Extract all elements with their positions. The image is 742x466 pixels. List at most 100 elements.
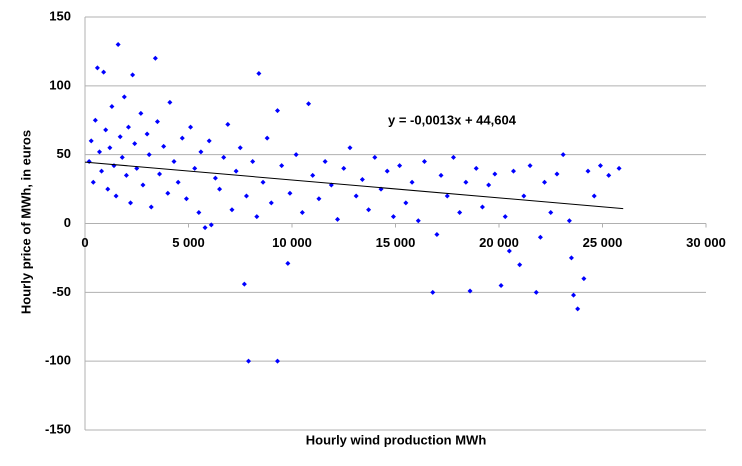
data-point — [438, 172, 444, 178]
data-point — [591, 193, 597, 199]
data-point — [581, 276, 587, 282]
data-point — [192, 165, 198, 171]
data-point — [486, 182, 492, 188]
data-point — [96, 149, 102, 155]
data-point — [287, 190, 293, 196]
data-point — [275, 358, 281, 364]
data-point — [202, 225, 208, 231]
data-point — [134, 165, 140, 171]
data-point — [285, 260, 291, 266]
data-point — [415, 218, 421, 224]
data-point — [299, 209, 305, 215]
data-point — [421, 159, 427, 165]
data-point — [359, 176, 365, 182]
data-point — [479, 204, 485, 210]
data-point — [306, 101, 312, 107]
data-point — [101, 69, 107, 75]
data-point — [140, 182, 146, 188]
data-point — [123, 172, 129, 178]
data-point — [241, 281, 247, 287]
data-point — [498, 282, 504, 288]
data-point — [107, 145, 113, 151]
data-point — [208, 222, 214, 228]
data-point — [585, 168, 591, 174]
data-point — [506, 248, 512, 254]
data-point — [616, 165, 622, 171]
data-point — [188, 124, 194, 130]
data-point — [225, 121, 231, 127]
data-point — [430, 289, 436, 295]
y-tick-label: -50 — [52, 284, 71, 299]
y-axis-title: Hourly price of MWh, in euros — [18, 130, 33, 314]
data-point — [537, 234, 543, 240]
data-point — [264, 135, 270, 141]
y-tick-label: -100 — [45, 353, 71, 368]
data-point — [347, 145, 353, 151]
data-point — [103, 127, 109, 133]
data-point — [548, 209, 554, 215]
data-point — [521, 193, 527, 199]
data-point — [115, 42, 121, 48]
data-point — [322, 159, 328, 165]
data-point — [444, 193, 450, 199]
data-point — [256, 70, 262, 76]
x-tick-label: 5 000 — [172, 235, 205, 250]
y-tick-label: 50 — [57, 146, 71, 161]
data-point — [111, 163, 117, 169]
data-point — [492, 171, 498, 177]
data-point — [366, 207, 372, 213]
y-tick-label: 150 — [49, 8, 71, 23]
data-point — [250, 159, 256, 165]
data-point — [237, 145, 243, 151]
data-point — [517, 262, 523, 268]
data-point — [254, 214, 260, 220]
y-tick-label: -150 — [45, 421, 71, 436]
data-point — [105, 186, 111, 192]
y-tick-label: 0 — [64, 215, 71, 230]
data-point — [409, 179, 415, 185]
data-point — [144, 131, 150, 137]
data-point — [310, 172, 316, 178]
data-point — [152, 55, 158, 61]
data-point — [268, 200, 274, 206]
data-point — [179, 135, 185, 141]
data-point — [335, 216, 341, 222]
x-tick-label: 30 000 — [686, 235, 726, 250]
data-point — [568, 255, 574, 261]
trendline-equation: y = -0,0013x + 44,604 — [388, 112, 517, 127]
data-point — [157, 171, 163, 177]
data-point — [125, 124, 131, 130]
data-point — [542, 179, 548, 185]
data-point — [293, 152, 299, 158]
trendline — [84, 161, 624, 210]
data-point — [275, 108, 281, 114]
data-point — [161, 143, 167, 149]
data-point — [450, 154, 456, 160]
data-point — [130, 72, 136, 78]
data-point — [372, 154, 378, 160]
data-point — [533, 289, 539, 295]
data-point — [88, 138, 94, 144]
data-point — [353, 193, 359, 199]
data-point — [128, 200, 134, 206]
data-point — [165, 190, 171, 196]
data-point — [206, 138, 212, 144]
x-axis-title: Hourly wind production MWh — [306, 432, 487, 447]
data-point — [575, 306, 581, 312]
data-point — [217, 186, 223, 192]
x-tick-label: 20 000 — [479, 235, 519, 250]
x-tick-label: 15 000 — [376, 235, 416, 250]
data-point — [198, 149, 204, 155]
data-point — [457, 209, 463, 215]
data-point — [566, 218, 572, 224]
data-point — [279, 163, 285, 169]
data-point — [597, 163, 603, 169]
data-point — [113, 193, 119, 199]
data-point — [212, 175, 218, 181]
data-point — [403, 200, 409, 206]
data-point — [397, 163, 403, 169]
x-tick-label: 25 000 — [583, 235, 623, 250]
data-point — [183, 196, 189, 202]
data-point — [246, 358, 252, 364]
